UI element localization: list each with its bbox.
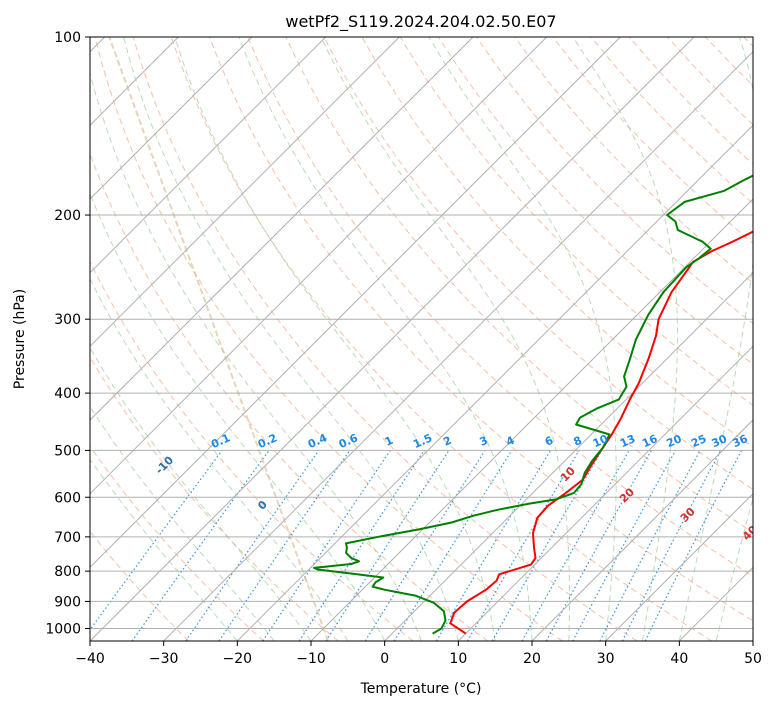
x-tick-label: 50 (744, 651, 762, 667)
x-tick-label: −20 (223, 651, 253, 667)
dry-adiabat-line (476, 37, 753, 325)
moist-adiabat-line (715, 496, 753, 641)
moist-adiabat-line (174, 37, 496, 641)
moist-adiabat-line (90, 405, 275, 641)
y-tick-label: 500 (54, 443, 81, 459)
moist-adiabat-line (90, 71, 422, 641)
isotherm-line (90, 37, 327, 274)
mixing-ratio-line (572, 450, 677, 641)
dry-adiabat-line (247, 37, 753, 577)
dry-adiabat-line (514, 37, 753, 284)
mixing-ratio-line (262, 450, 391, 641)
x-axis-label: Temperature (°C) (360, 681, 482, 697)
mixing-ratio-line (393, 450, 513, 641)
moist-adiabat-line (238, 37, 533, 641)
x-tick-label: 0 (380, 651, 389, 667)
mixing-ratio-label: 10 (591, 432, 611, 450)
moist-adiabat-line (90, 192, 386, 641)
x-tick-label: 40 (670, 651, 688, 667)
x-tick-label: 10 (449, 651, 467, 667)
x-tick-label: −10 (296, 651, 326, 667)
y-tick-label: 700 (54, 530, 81, 546)
mixing-ratio-line (185, 450, 320, 641)
mixing-ratio-label: 20 (664, 432, 684, 450)
y-tick-label: 100 (54, 30, 81, 46)
mixing-ratio-label: 13 (618, 432, 637, 450)
dry-adiabat-line (94, 37, 563, 641)
dry-adiabat-label: -30 (0, 379, 8, 402)
moist-adiabat-line (123, 37, 459, 641)
y-tick-label: 1000 (45, 621, 81, 637)
dewpoint-line (313, 174, 753, 635)
mixing-ratio-label: 30 (710, 432, 730, 450)
dry-adiabat-line (209, 37, 753, 622)
y-tick-label: 600 (54, 490, 81, 506)
mixing-ratio-line (521, 450, 630, 641)
isotherm-line (90, 37, 548, 495)
chart-title: wetPf2_S119.2024.204.02.50.E07 (285, 12, 556, 32)
x-tick-label: −40 (75, 651, 105, 667)
moist-adiabat-line (90, 277, 349, 641)
x-tick-label: 20 (523, 651, 541, 667)
x-tick-label: −30 (149, 651, 179, 667)
isotherm-line (90, 37, 621, 569)
y-tick-label: 800 (54, 564, 81, 580)
temperature-line (449, 230, 753, 635)
plot-area (90, 37, 753, 641)
isotherm-line (605, 492, 753, 641)
isotherm-line (90, 37, 253, 200)
mixing-ratio-line (545, 450, 652, 641)
y-axis-label: Pressure (hPa) (12, 289, 28, 389)
mixing-ratio-label: 16 (640, 432, 660, 450)
mixing-ratio-line (621, 450, 722, 641)
moist-adiabat-line (428, 37, 617, 641)
dry-adiabat-line (132, 37, 638, 641)
grid (90, 37, 753, 641)
y-tick-label: 400 (54, 386, 81, 402)
x-tick-label: 30 (597, 651, 615, 667)
isotherm-line (752, 640, 753, 641)
isotherm-line (163, 50, 753, 641)
dry-adiabat-line (90, 356, 339, 641)
x-axis: −40 −30 −20 −10 0 10 20 30 40 50 (75, 641, 762, 667)
isotherm-line (90, 37, 474, 421)
mixing-ratio-line (325, 450, 450, 641)
isotherm-line (236, 124, 753, 641)
moist-adiabat-line (678, 37, 753, 641)
moist-adiabat-line (320, 37, 570, 641)
mixing-ratio-label: 25 (689, 432, 708, 450)
y-tick-label: 900 (54, 594, 81, 610)
dry-adiabat-line (285, 37, 753, 534)
mixing-ratio-line (218, 450, 351, 641)
reference-curve (108, 37, 330, 641)
moist-adiabat-line (90, 458, 238, 641)
mixing-ratio-line (298, 450, 425, 641)
data-series (313, 174, 753, 635)
mixing-ratio-line (90, 450, 223, 631)
y-axis: 100 200 300 400 500 600 700 800 900 1000 (45, 30, 90, 637)
plot-frame (89, 36, 754, 642)
dry-adiabat-label: -20 (66, 417, 89, 440)
isotherm-line (457, 345, 753, 641)
isotherm-line (90, 37, 695, 641)
dry-adiabat-line (90, 445, 264, 641)
y-tick-label: 300 (54, 312, 81, 328)
isotherm-line (531, 419, 753, 641)
y-tick-label: 200 (54, 208, 81, 224)
dry-adiabat-line (323, 37, 753, 491)
isotherm-line (384, 271, 753, 641)
isotherm-line (310, 198, 753, 641)
mixing-ratio-label: 36 (730, 432, 750, 450)
dry-adiabat-line (90, 260, 414, 641)
dry-adiabat-line (170, 37, 712, 641)
isotherm-line (90, 37, 400, 348)
mixing-ratio-line (644, 450, 743, 641)
